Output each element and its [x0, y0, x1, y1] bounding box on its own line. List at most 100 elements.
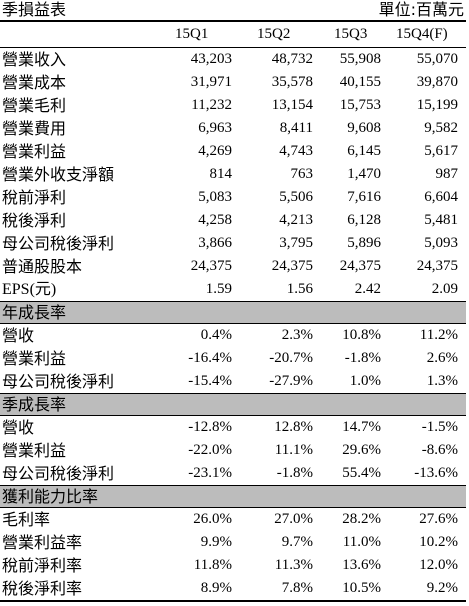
value-cell: 9,582 [424, 120, 458, 136]
value-cell: 5,083 [198, 189, 232, 205]
value-cell: 3,866 [198, 235, 232, 251]
value-cell: -27.9% [269, 373, 313, 389]
value-cell: 1,470 [347, 166, 381, 182]
table-row: 營收 -12.8% 12.8% 14.7% -1.5% [0, 416, 466, 439]
value-cell: 4,269 [198, 143, 232, 159]
value-cell: 24,375 [416, 258, 458, 274]
value-cell: 11.3% [274, 557, 313, 573]
table-row: 毛利率 26.0% 27.0% 28.2% 27.6% [0, 508, 466, 531]
value-cell: 29.6% [342, 442, 381, 458]
row-label: 營收 [2, 326, 35, 345]
value-cell: -15.4% [188, 373, 232, 389]
value-cell: 11.0% [342, 534, 381, 550]
value-cell: 40,155 [339, 74, 381, 90]
value-cell: 814 [209, 166, 233, 182]
value-cell: 763 [290, 166, 314, 182]
value-cell: 9.2% [426, 580, 458, 596]
table-row: 營業利益 -16.4% -20.7% -1.8% 2.6% [0, 347, 466, 370]
value-cell: 15,753 [339, 97, 381, 113]
value-cell: 11.8% [193, 557, 232, 573]
value-cell: 6,604 [424, 189, 458, 205]
table-row: EPS(元) 1.59 1.56 2.42 2.09 [0, 278, 466, 301]
section-title: 年成長率 [2, 303, 67, 322]
row-label: 稅前淨利率 [2, 556, 83, 575]
value-cell: 987 [435, 166, 459, 182]
bottom-rule [0, 600, 466, 602]
value-cell: 12.0% [419, 557, 458, 573]
table-row: 稅前淨利率 11.8% 11.3% 13.6% 12.0% [0, 554, 466, 577]
unit-label: 單位:百萬元 [378, 0, 464, 19]
row-label: 普通股股本 [2, 257, 83, 276]
row-label: 營收 [2, 418, 35, 437]
value-cell: 7,616 [347, 189, 381, 205]
value-cell: 6,963 [198, 120, 232, 136]
column-header: 15Q2 [257, 26, 291, 42]
value-cell: 6,145 [347, 143, 381, 159]
value-cell: -12.8% [188, 419, 232, 435]
value-cell: 24,375 [271, 258, 313, 274]
row-label: 稅後淨利 [2, 211, 67, 230]
row-label: 營業利益 [2, 349, 67, 368]
value-cell: 27.6% [419, 511, 458, 527]
table-title: 季損益表 [2, 0, 67, 19]
value-cell: 24,375 [190, 258, 232, 274]
value-cell: 24,375 [339, 258, 381, 274]
row-label: 稅後淨利率 [2, 579, 83, 598]
table-row: 營業利益率 9.9% 9.7% 11.0% 10.2% [0, 531, 466, 554]
value-cell: -23.1% [188, 465, 232, 481]
table-row: 營業利益 -22.0% 11.1% 29.6% -8.6% [0, 439, 466, 462]
value-cell: 11.1% [274, 442, 313, 458]
value-cell: 15,199 [416, 97, 458, 113]
value-cell: -20.7% [269, 350, 313, 366]
value-cell: 5,896 [347, 235, 381, 251]
table-row: 營業收入 43,203 48,732 55,908 55,070 [0, 48, 466, 71]
value-cell: 9,608 [347, 120, 381, 136]
title-bar: 季損益表 單位:百萬元 [0, 0, 466, 20]
value-cell: 55,070 [416, 51, 458, 67]
value-cell: 2.6% [426, 350, 458, 366]
value-cell: 8,411 [279, 120, 313, 136]
value-cell: 1.59 [205, 281, 232, 297]
row-label: 營業收入 [2, 50, 67, 69]
value-cell: 5,093 [424, 235, 458, 251]
value-cell: -1.5% [421, 419, 458, 435]
table-row: 營業利益 4,269 4,743 6,145 5,617 [0, 140, 466, 163]
value-cell: 14.7% [342, 419, 381, 435]
column-header: 15Q1 [175, 26, 209, 42]
header-rule [0, 47, 466, 48]
table-row: 營業費用 6,963 8,411 9,608 9,582 [0, 117, 466, 140]
value-cell: 11,232 [191, 97, 232, 113]
value-cell: 13,154 [271, 97, 313, 113]
value-cell: 10.2% [419, 534, 458, 550]
value-cell: 1.3% [426, 373, 458, 389]
column-header: 15Q3 [334, 26, 368, 42]
value-cell: -22.0% [188, 442, 232, 458]
value-cell: 5,617 [424, 143, 458, 159]
value-cell: 4,743 [279, 143, 313, 159]
row-label: 營業利益 [2, 142, 67, 161]
table-row: 稅後淨利 4,258 4,213 6,128 5,481 [0, 209, 466, 232]
table-row: 普通股股本 24,375 24,375 24,375 24,375 [0, 255, 466, 278]
section-title: 季成長率 [2, 395, 67, 414]
value-cell: 13.6% [342, 557, 381, 573]
value-cell: 3,795 [279, 235, 313, 251]
row-label: 母公司稅後淨利 [2, 464, 115, 483]
value-cell: 8.9% [200, 580, 232, 596]
value-cell: 5,506 [279, 189, 313, 205]
value-cell: -1.8% [344, 350, 381, 366]
section-header: 季成長率 [0, 393, 466, 416]
value-cell: 10.5% [342, 580, 381, 596]
value-cell: 48,732 [271, 51, 313, 67]
value-cell: -1.8% [276, 465, 313, 481]
value-cell: 2.42 [354, 281, 381, 297]
value-cell: 55.4% [342, 465, 381, 481]
value-cell: -8.6% [421, 442, 458, 458]
value-cell: 31,971 [190, 74, 232, 90]
row-label: 毛利率 [2, 510, 51, 529]
row-label: EPS(元) [2, 281, 57, 298]
value-cell: 55,908 [339, 51, 381, 67]
row-label: 營業利益率 [2, 533, 83, 552]
value-cell: 6,128 [347, 212, 381, 228]
table-row: 母公司稅後淨利 3,866 3,795 5,896 5,093 [0, 232, 466, 255]
